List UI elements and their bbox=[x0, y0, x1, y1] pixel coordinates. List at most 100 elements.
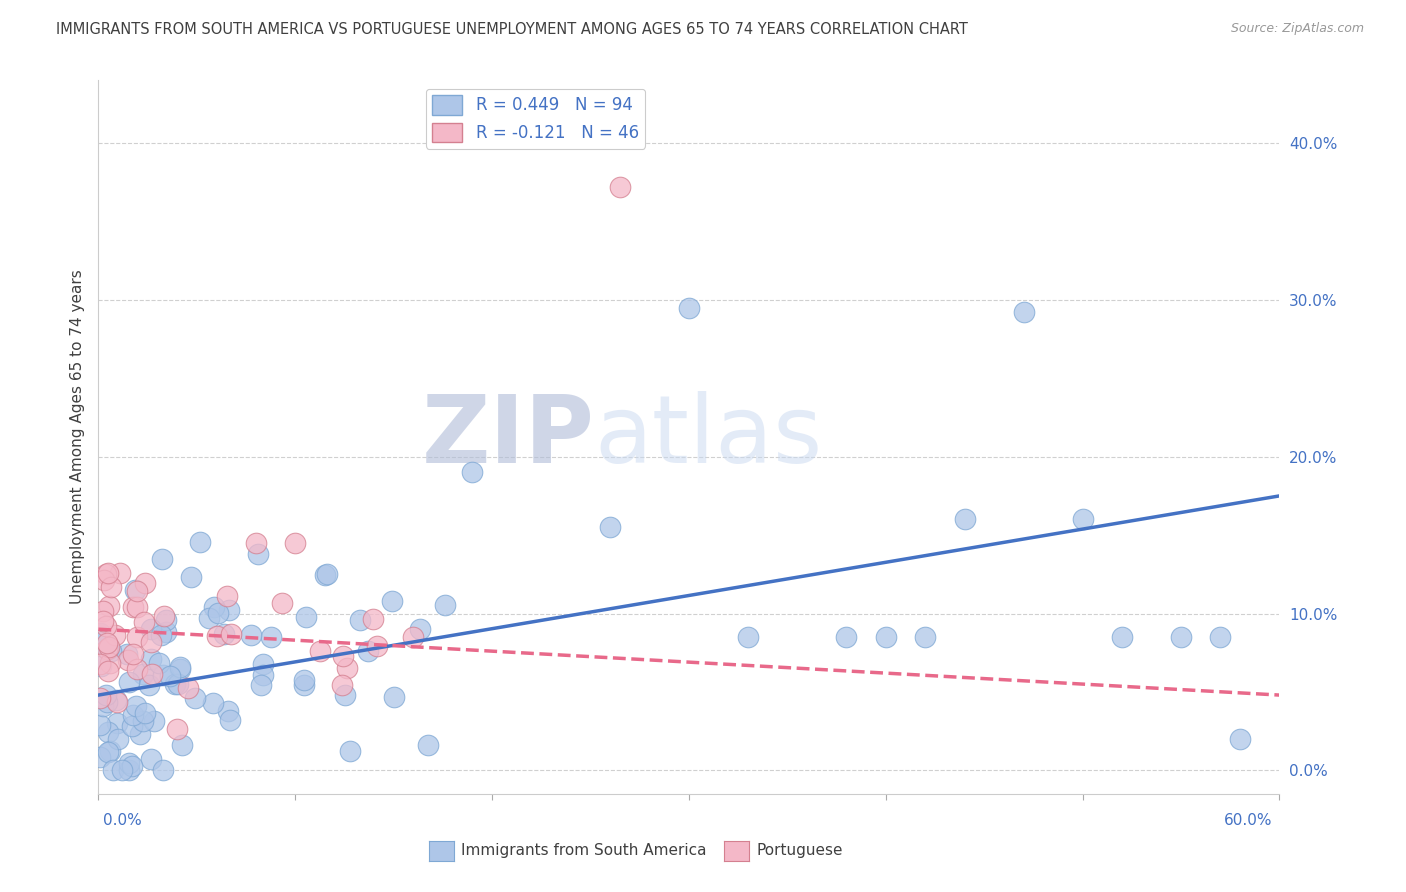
Point bbox=[122, 600, 145, 615]
Point bbox=[96, 695, 118, 709]
Point bbox=[98, 656, 121, 670]
Point bbox=[149, 628, 172, 642]
Point bbox=[217, 589, 239, 603]
Point bbox=[284, 536, 307, 550]
Point bbox=[132, 666, 155, 681]
Text: atlas: atlas bbox=[595, 391, 823, 483]
Point bbox=[166, 722, 188, 736]
Point bbox=[416, 738, 439, 752]
Point bbox=[1012, 305, 1035, 319]
Point bbox=[295, 610, 318, 624]
Point bbox=[169, 660, 191, 674]
Point bbox=[177, 681, 200, 695]
Point bbox=[402, 630, 425, 644]
Point bbox=[875, 630, 897, 644]
Point bbox=[332, 648, 354, 663]
Point bbox=[252, 667, 274, 681]
Point bbox=[127, 662, 149, 676]
Point bbox=[245, 536, 267, 550]
Point bbox=[96, 642, 118, 657]
Point bbox=[166, 677, 188, 691]
Point bbox=[152, 667, 174, 681]
Point bbox=[134, 706, 156, 721]
Text: 0.0%: 0.0% bbox=[103, 814, 142, 828]
Point bbox=[96, 688, 118, 702]
Point bbox=[678, 301, 700, 315]
Point bbox=[121, 707, 143, 722]
Point bbox=[217, 704, 239, 718]
Point bbox=[380, 593, 402, 607]
Point bbox=[212, 627, 235, 641]
Point bbox=[97, 725, 120, 739]
Point bbox=[122, 647, 145, 661]
Point bbox=[835, 630, 858, 644]
Point bbox=[914, 630, 936, 644]
Point bbox=[357, 643, 380, 657]
Point bbox=[141, 666, 163, 681]
Point bbox=[609, 180, 631, 194]
Point bbox=[953, 512, 976, 526]
Point bbox=[155, 625, 177, 640]
Point bbox=[260, 630, 283, 644]
Point bbox=[127, 599, 149, 614]
Point bbox=[89, 750, 111, 764]
Point bbox=[110, 566, 132, 581]
Point bbox=[382, 690, 405, 704]
Point bbox=[314, 567, 336, 582]
Point bbox=[183, 690, 205, 705]
Point bbox=[1071, 512, 1094, 526]
Point bbox=[138, 678, 160, 692]
Point bbox=[461, 466, 484, 480]
Point bbox=[188, 535, 211, 549]
Point bbox=[105, 716, 128, 731]
Point bbox=[172, 738, 194, 752]
Point bbox=[124, 582, 146, 597]
Point bbox=[105, 695, 128, 709]
Point bbox=[409, 622, 432, 636]
Point bbox=[118, 675, 141, 690]
Point bbox=[201, 697, 224, 711]
Point bbox=[159, 669, 181, 683]
Point bbox=[366, 639, 388, 653]
Point bbox=[349, 613, 371, 627]
Point bbox=[218, 603, 240, 617]
Point bbox=[104, 628, 127, 642]
Point bbox=[150, 551, 173, 566]
Point bbox=[148, 656, 170, 670]
Point bbox=[333, 688, 356, 702]
Point bbox=[218, 714, 240, 728]
Point bbox=[433, 598, 456, 612]
Text: Source: ZipAtlas.com: Source: ZipAtlas.com bbox=[1230, 22, 1364, 36]
Point bbox=[292, 678, 315, 692]
Point bbox=[155, 613, 177, 627]
Point bbox=[97, 664, 120, 678]
Point bbox=[332, 678, 354, 692]
Point bbox=[89, 690, 111, 705]
Point bbox=[117, 653, 139, 667]
Point bbox=[1111, 630, 1133, 644]
Point bbox=[93, 633, 115, 648]
Point bbox=[97, 566, 120, 581]
Point bbox=[339, 744, 361, 758]
Text: Immigrants from South America: Immigrants from South America bbox=[461, 844, 707, 858]
Legend: R = 0.449   N = 94, R = -0.121   N = 46: R = 0.449 N = 94, R = -0.121 N = 46 bbox=[426, 88, 645, 149]
Point bbox=[252, 657, 274, 672]
Point bbox=[737, 630, 759, 644]
Point bbox=[97, 642, 120, 657]
Point bbox=[94, 566, 117, 581]
Point bbox=[90, 659, 112, 673]
Point bbox=[153, 609, 176, 624]
Point bbox=[139, 635, 162, 649]
Point bbox=[1209, 630, 1232, 644]
Point bbox=[292, 673, 315, 687]
Point bbox=[198, 611, 221, 625]
Text: 60.0%: 60.0% bbox=[1225, 814, 1272, 828]
Point bbox=[93, 573, 115, 587]
Point bbox=[98, 744, 121, 758]
Point bbox=[107, 731, 129, 746]
Point bbox=[143, 714, 166, 728]
Point bbox=[91, 604, 114, 618]
Point bbox=[91, 614, 114, 628]
Point bbox=[202, 599, 225, 614]
Text: IMMIGRANTS FROM SOUTH AMERICA VS PORTUGUESE UNEMPLOYMENT AMONG AGES 65 TO 74 YEA: IMMIGRANTS FROM SOUTH AMERICA VS PORTUGU… bbox=[56, 22, 969, 37]
